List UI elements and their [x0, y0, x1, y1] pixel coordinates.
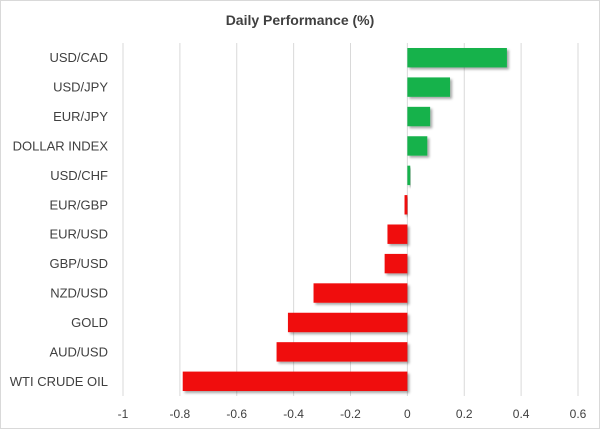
x-tick-label: -0.8	[170, 407, 191, 421]
x-tick-label: 0.4	[513, 407, 530, 421]
category-label: AUD/USD	[49, 344, 108, 359]
bar	[404, 195, 408, 215]
bar	[313, 283, 408, 303]
x-tick-label: 0	[404, 407, 411, 421]
x-tick-labels: -1 -0.8 -0.6 -0.4 -0.2 0 0.2 0.4 0.6	[118, 407, 587, 421]
chart-title: Daily Performance (%)	[226, 12, 375, 28]
category-label: EUR/USD	[49, 227, 108, 242]
category-label: GOLD	[71, 315, 108, 330]
bar	[387, 224, 408, 244]
x-tick-label: -1	[118, 407, 129, 421]
category-labels: USD/CAD USD/JPY EUR/JPY DOLLAR INDEX USD/CHF…	[10, 50, 109, 389]
category-label: EUR/JPY	[53, 109, 108, 124]
x-tick-label: -0.6	[226, 407, 247, 421]
bar	[407, 77, 451, 97]
bar	[182, 371, 408, 391]
category-label: EUR/GBP	[49, 197, 108, 212]
category-label: USD/CAD	[49, 50, 108, 65]
x-tick-label: 0.2	[456, 407, 473, 421]
category-label: USD/CHF	[50, 168, 108, 183]
bar	[287, 312, 408, 333]
category-label: NZD/USD	[50, 286, 108, 301]
x-tick-label: -0.2	[340, 407, 361, 421]
category-label: DOLLAR INDEX	[13, 138, 109, 153]
x-tick-label: -0.4	[283, 407, 304, 421]
bar	[407, 136, 428, 156]
category-label: WTI CRUDE OIL	[10, 374, 108, 389]
bar	[276, 342, 408, 362]
gridlines	[122, 43, 579, 396]
bar	[407, 48, 507, 68]
bar	[407, 165, 411, 186]
category-label: USD/JPY	[53, 80, 108, 95]
bar	[384, 253, 408, 274]
bar	[407, 106, 431, 127]
category-label: GBP/USD	[49, 256, 108, 271]
x-tick-label: 0.6	[570, 407, 587, 421]
bars	[182, 48, 507, 391]
